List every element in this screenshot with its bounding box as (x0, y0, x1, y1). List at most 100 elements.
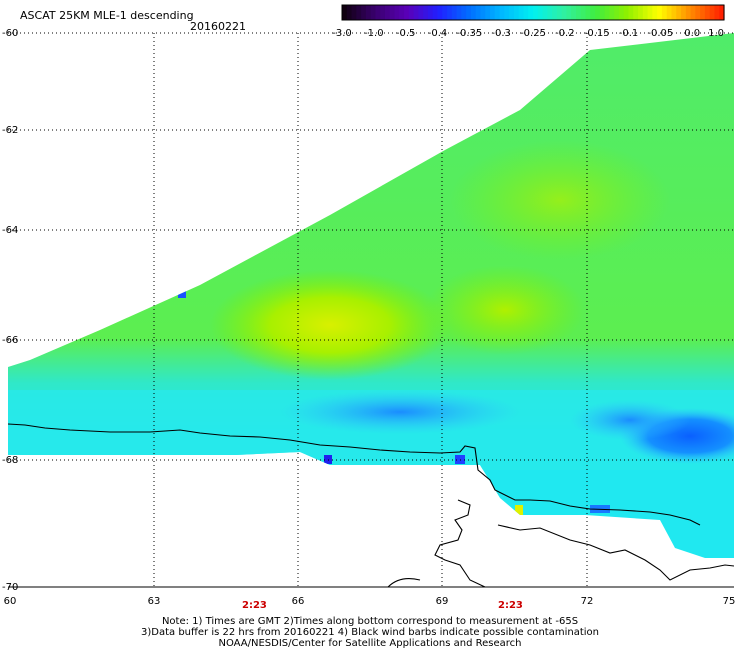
lon-label: 60 (4, 596, 17, 607)
colorbar-swatch (432, 5, 439, 20)
colorbar-swatch (509, 5, 515, 20)
note-line-3: NOAA/NESDIS/Center for Satellite Applica… (218, 638, 522, 649)
colorbar-swatch (642, 5, 649, 20)
colorbar-swatch (618, 5, 625, 20)
colorbar-swatch (671, 5, 677, 20)
colorbar-swatch (575, 5, 582, 20)
lat-label: -68 (2, 455, 18, 466)
colorbar-swatch (418, 5, 424, 20)
colorbar-labels: -3.0 -1.0 -0.5 -0.4 -0.35 -0.3 -0.25 -0.2 -0.15-… (332, 28, 724, 39)
colorbar-swatch (566, 5, 572, 20)
lon-label: 75 (723, 596, 736, 607)
lat-label: -70 (2, 582, 18, 593)
colorbar-tick-label: -0.4 (428, 28, 448, 39)
colorbar-swatch (423, 5, 429, 20)
colorbar-swatch (599, 5, 606, 20)
colorbar-swatch (389, 5, 396, 20)
colorbar-swatch (466, 5, 472, 20)
lon-label: 63 (148, 596, 161, 607)
colorbar-swatch (523, 5, 529, 20)
colorbar-swatch (470, 5, 477, 20)
colorbar-frame (341, 4, 725, 21)
colorbar-swatch (666, 5, 673, 20)
graticule (8, 32, 734, 587)
colorbar-swatch (342, 5, 348, 20)
colorbar-swatch (614, 5, 620, 20)
note-line-2: 3)Data buffer is 22 hrs from 20160221 4)… (141, 627, 599, 638)
colorbar-swatch (451, 5, 458, 20)
colorbar-swatch (647, 5, 653, 20)
colorbar-tick-label: -0.25 (520, 28, 546, 39)
latitude-labels: -60 -62 -64 -66 -68 -70 (2, 28, 18, 593)
colorbar-swatch (437, 5, 443, 20)
colorbar-swatch (633, 5, 639, 20)
colorbar-swatch (384, 5, 391, 20)
lon-label: 69 (436, 596, 449, 607)
wind-swath (8, 33, 734, 558)
colorbar-swatch (513, 5, 520, 20)
colorbar-tick-label: -0.1 (619, 28, 639, 39)
colorbar-swatch (547, 5, 553, 20)
colorbar-swatch (571, 5, 577, 20)
colorbar-swatch (714, 5, 720, 20)
lat-label: -66 (2, 335, 18, 346)
colorbar-swatch (695, 5, 701, 20)
colorbar-swatch (370, 5, 377, 20)
colorbar-swatch (394, 5, 400, 20)
colorbar-swatch (485, 5, 491, 20)
antarctic-coastline (8, 423, 734, 587)
colorbar-swatch (623, 5, 630, 20)
colorbar-tick-label: -0.5 (396, 28, 416, 39)
lat-label: -60 (2, 28, 18, 39)
colorbar-swatch (408, 5, 415, 20)
colorbar-swatch (351, 5, 357, 20)
colorbar-swatch (676, 5, 682, 20)
colorbar-tick-label: -1.0 (364, 28, 384, 39)
colorbar-swatch (518, 5, 525, 20)
colorbar-swatch (346, 5, 353, 20)
colorbar-swatch (595, 5, 601, 20)
colorbar-swatch (542, 5, 548, 20)
colorbar-tick-label: -0.2 (555, 28, 575, 39)
product-title: ASCAT 25KM MLE-1 descending (20, 9, 194, 22)
colorbar-swatch (528, 5, 534, 20)
colorbar-swatch (427, 5, 434, 20)
colorbar-swatch (604, 5, 610, 20)
colorbar-swatch (447, 5, 453, 20)
colorbar-swatch (504, 5, 510, 20)
longitude-labels: 60 63 66 69 72 75 (4, 596, 736, 607)
lon-label: 72 (581, 596, 594, 607)
colorbar-swatch (652, 5, 658, 20)
colorbar-swatch (657, 5, 663, 20)
colorbar-swatch (413, 5, 419, 20)
colorbar-swatch (537, 5, 544, 20)
colorbar-swatch (442, 5, 448, 20)
colorbar-swatch (461, 5, 467, 20)
colorbar-swatch (681, 5, 687, 20)
pass-time-label: 2:23 (242, 600, 267, 611)
pass-time-label: 2:23 (498, 600, 523, 611)
colorbar-swatch (585, 5, 591, 20)
colorbar-tick-label: -3.0 (332, 28, 352, 39)
colorbar-swatch (499, 5, 505, 20)
colorbar-swatch (590, 5, 596, 20)
colorbar-tick-label: 0.0 (684, 28, 700, 39)
colorbar-tick-label: -0.05 (647, 28, 673, 39)
colorbar-swatch (380, 5, 386, 20)
product-date: 20160221 (190, 20, 246, 33)
colorbar-tick-label: -0.35 (456, 28, 482, 39)
colorbar-tick-label: -0.3 (491, 28, 511, 39)
colorbar-swatch (661, 5, 668, 20)
colorbar-swatch (404, 5, 410, 20)
colorbar-swatch (475, 5, 482, 20)
colorbar-swatch (556, 5, 563, 20)
colorbar-swatch (456, 5, 462, 20)
colorbar-swatch (709, 5, 716, 20)
colorbar-tick-label: -0.15 (584, 28, 610, 39)
colorbar-swatch (580, 5, 587, 20)
colorbar-swatch (628, 5, 634, 20)
colorbar-swatch (375, 5, 381, 20)
colorbar-swatch (361, 5, 367, 20)
lat-label: -62 (2, 125, 18, 136)
colorbar-swatch (365, 5, 372, 20)
